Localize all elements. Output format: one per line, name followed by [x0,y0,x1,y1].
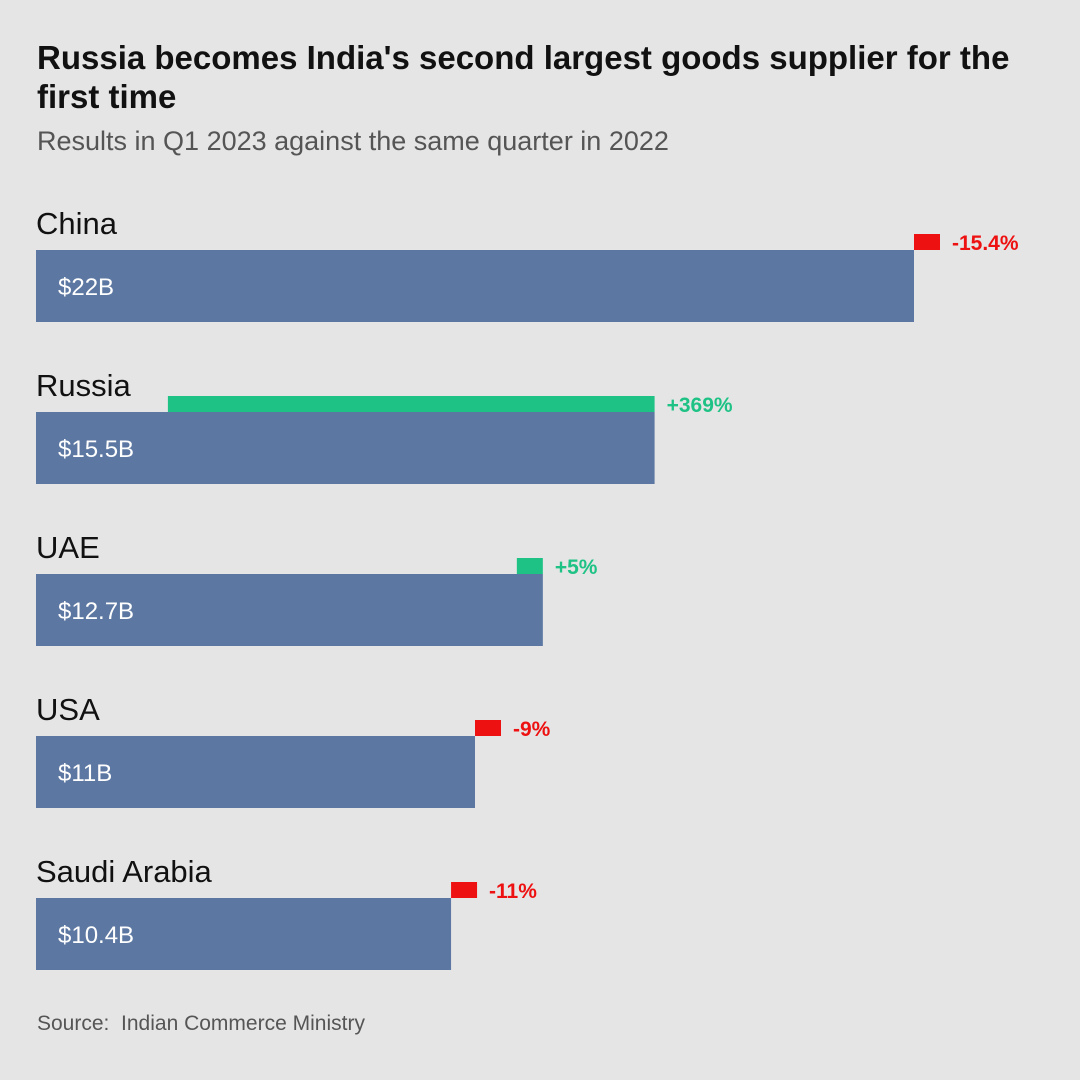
change-label-usa: -9% [513,718,551,741]
value-label-saudi-arabia: $10.4B [58,922,134,949]
bar-saudi-arabia [36,898,452,970]
value-label-china: $22B [58,274,114,301]
change-label-russia: +369% [667,394,733,417]
change-label-saudi-arabia: -11% [489,880,537,903]
value-label-uae: $12.7B [58,598,134,625]
category-label-russia: Russia [36,368,132,403]
change-label-uae: +5% [555,556,598,579]
change-marker-uae [516,558,543,574]
value-label-russia: $15.5B [58,436,134,463]
bar-uae [36,574,543,646]
category-label-saudi-arabia: Saudi Arabia [36,854,213,889]
category-label-china: China [36,206,118,241]
change-marker-usa [475,720,501,736]
change-marker-russia [167,396,655,412]
bar-china [36,250,914,322]
bar-russia [36,412,655,484]
chart-subtitle: Results in Q1 2023 against the same quar… [37,126,669,156]
chart-title: Russia becomes India's second largest go… [37,39,1010,115]
source-note: Source: Indian Commerce Ministry [37,1012,365,1035]
change-marker-china [914,234,940,250]
value-label-usa: $11B [58,760,112,787]
category-label-usa: USA [36,692,100,727]
change-marker-saudi-arabia [451,882,478,898]
category-label-uae: UAE [36,530,100,565]
bar-usa [36,736,475,808]
change-label-china: -15.4% [952,232,1019,255]
